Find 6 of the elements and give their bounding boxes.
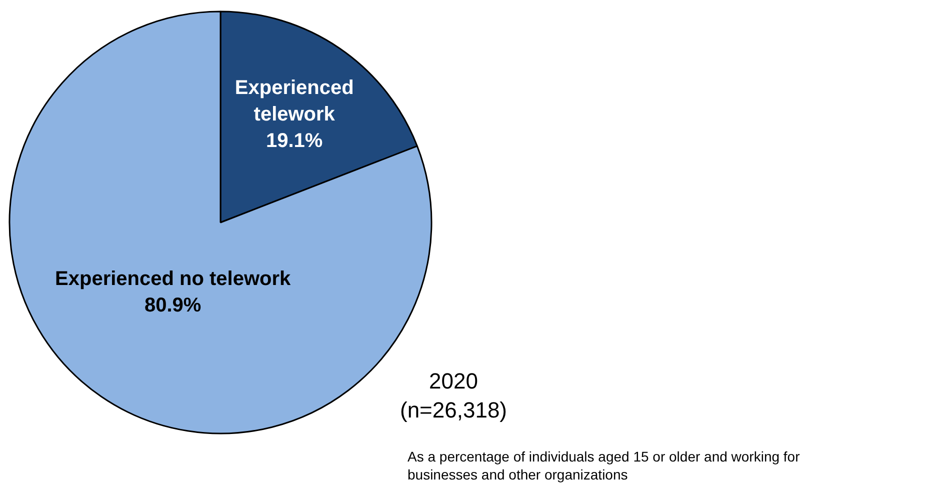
data-label: 80.9% xyxy=(144,294,202,316)
slice-label: Experienced telework xyxy=(234,77,354,126)
text: 2020 (n=26,318) xyxy=(400,368,508,422)
data-label: 19.1% xyxy=(266,130,323,152)
text: As a percentage of individuals aged 15 or older and working for businesses and other organizations xyxy=(408,448,800,483)
slice-label: Experienced no telework xyxy=(55,268,292,290)
